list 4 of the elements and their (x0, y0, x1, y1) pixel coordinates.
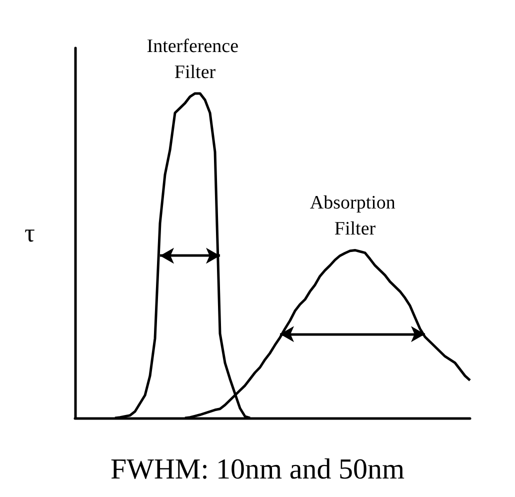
text: FWHM: 10nm and 50nm (110, 454, 405, 486)
series-label: Absorption Filter (310, 192, 400, 240)
series-label: Interference Filter (146, 36, 244, 83)
y-axis-title: τ (24, 218, 35, 248)
